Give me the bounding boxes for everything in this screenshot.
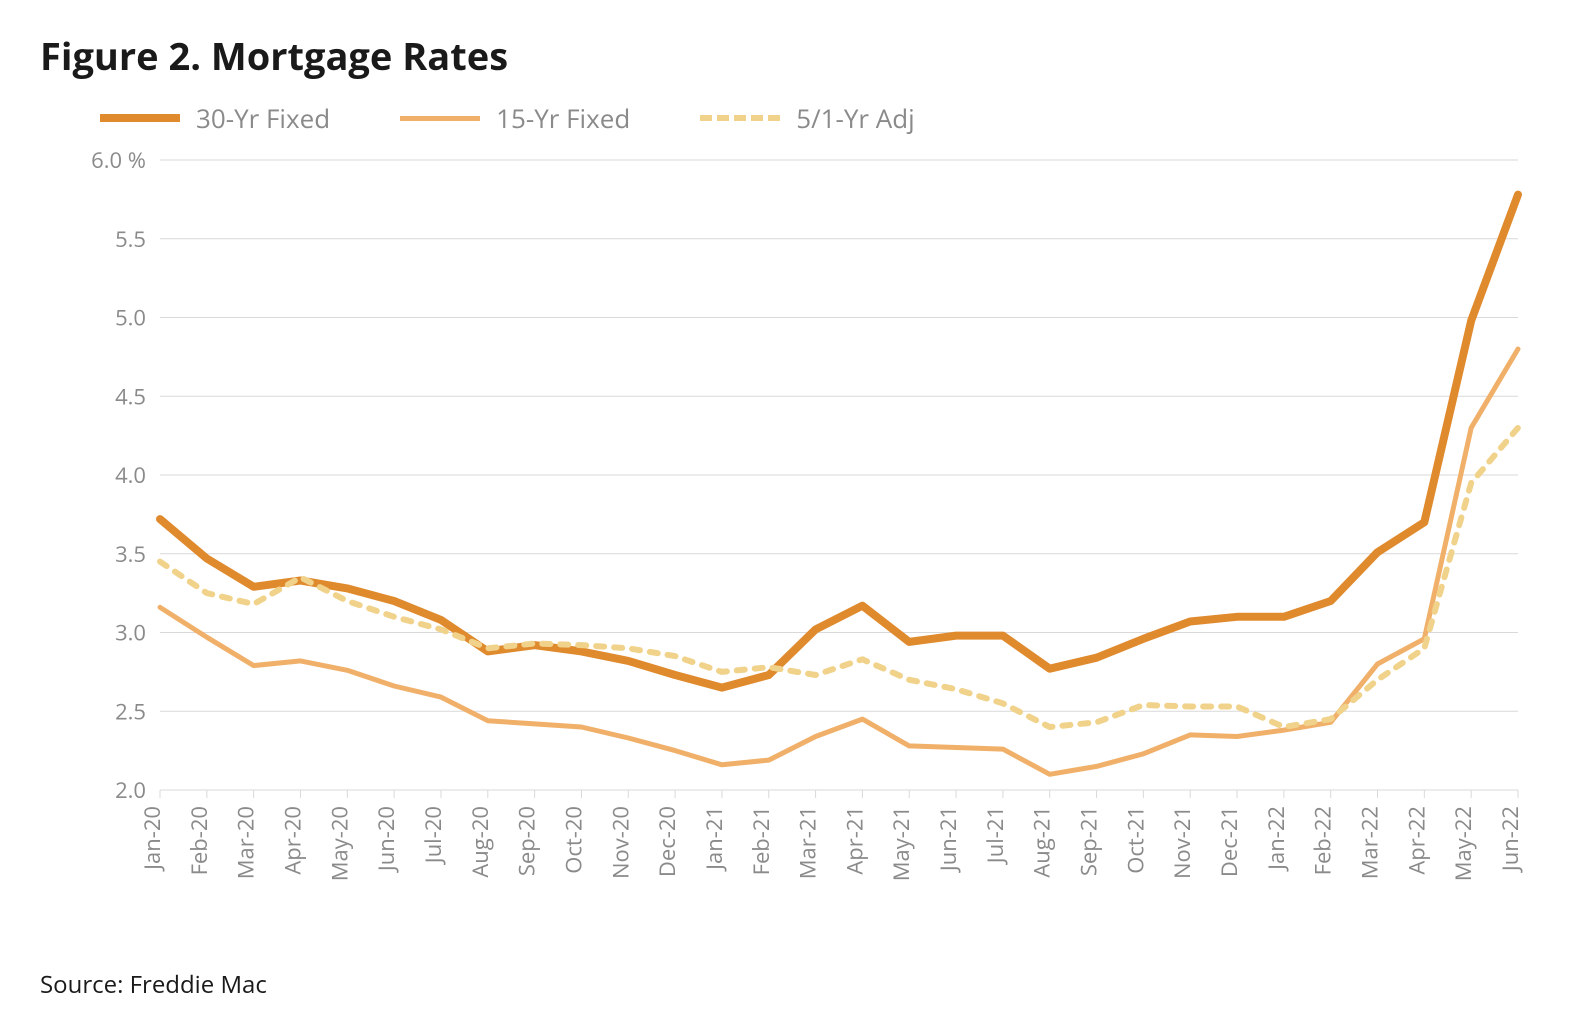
x-tick-label: May-22 <box>1448 806 1478 881</box>
legend-label: 30-Yr Fixed <box>196 100 330 136</box>
x-tick-label: Mar-21 <box>793 806 823 879</box>
series-line <box>160 195 1518 688</box>
x-tick-label: Sep-20 <box>512 806 542 876</box>
x-tick-label: Oct-21 <box>1120 806 1150 874</box>
series-line <box>160 349 1518 774</box>
y-tick-label: 2.5 <box>115 696 146 726</box>
y-tick-label: 3.0 <box>115 618 146 648</box>
y-tick-label: 4.0 <box>115 460 146 490</box>
chart-plot-area: 2.0 2.5 3.0 3.5 4.0 4.5 5.0 5.5 6.0 % Jan-20 Feb-2… <box>40 150 1538 960</box>
x-tick-label: Feb-22 <box>1308 806 1338 875</box>
x-tick-label: Jun-22 <box>1495 806 1525 873</box>
legend-swatch <box>100 114 180 122</box>
x-tick-label: Aug-21 <box>1027 806 1057 878</box>
x-tick-label: Nov-21 <box>1167 806 1197 879</box>
x-tick-label: Jan-21 <box>699 806 729 872</box>
legend-item: 15-Yr Fixed <box>400 100 630 136</box>
legend-label: 15-Yr Fixed <box>496 100 630 136</box>
legend-item: 30-Yr Fixed <box>100 100 330 136</box>
y-tick-label: 6.0 % <box>91 150 146 175</box>
x-tick-label: May-20 <box>324 806 354 881</box>
x-tick-label: Mar-20 <box>231 806 261 879</box>
x-tick-label: Dec-21 <box>1214 806 1244 877</box>
x-tick-label: Dec-20 <box>652 806 682 877</box>
x-tick-label: Jun-21 <box>933 806 963 873</box>
x-tick-label: Apr-22 <box>1401 806 1431 875</box>
line-chart-svg: 2.0 2.5 3.0 3.5 4.0 4.5 5.0 5.5 6.0 % Jan-20 Feb-2… <box>40 150 1538 960</box>
legend-swatch <box>700 115 780 121</box>
chart-legend: 30-Yr Fixed 15-Yr Fixed 5/1-Yr Adj <box>100 100 1538 136</box>
figure-title: Figure 2. Mortgage Rates <box>40 30 1538 82</box>
chart-figure: Figure 2. Mortgage Rates 30-Yr Fixed 15-Y… <box>0 0 1578 1032</box>
legend-item: 5/1-Yr Adj <box>700 100 914 136</box>
x-tick-label: Sep-21 <box>1074 806 1104 876</box>
x-tick-label: Jan-22 <box>1261 806 1291 872</box>
x-tick-label: Feb-20 <box>184 806 214 875</box>
series-line <box>160 428 1518 727</box>
x-tick-label: Oct-20 <box>558 806 588 874</box>
x-tick-label: Apr-20 <box>277 806 307 875</box>
x-tick-label: May-21 <box>886 806 916 881</box>
x-tick-label: Nov-20 <box>605 806 635 879</box>
x-tick-label: Apr-21 <box>839 806 869 875</box>
legend-label: 5/1-Yr Adj <box>796 100 914 136</box>
y-tick-label: 4.5 <box>115 381 146 411</box>
y-tick-label: 2.0 <box>115 775 146 805</box>
x-tick-label: Jun-20 <box>371 806 401 873</box>
y-tick-label: 5.0 <box>115 303 146 333</box>
x-tick-label: Feb-21 <box>746 806 776 875</box>
source-attribution: Source: Freddie Mac <box>40 968 1538 1001</box>
legend-swatch <box>400 116 480 121</box>
x-tick-label: Mar-22 <box>1355 806 1385 879</box>
x-tick-label: Jul-20 <box>418 806 448 865</box>
x-tick-label: Jan-20 <box>137 806 167 872</box>
y-tick-label: 5.5 <box>115 224 146 254</box>
x-tick-label: Jul-21 <box>980 806 1010 865</box>
x-tick-label: Aug-20 <box>465 806 495 878</box>
y-tick-label: 3.5 <box>115 539 146 569</box>
